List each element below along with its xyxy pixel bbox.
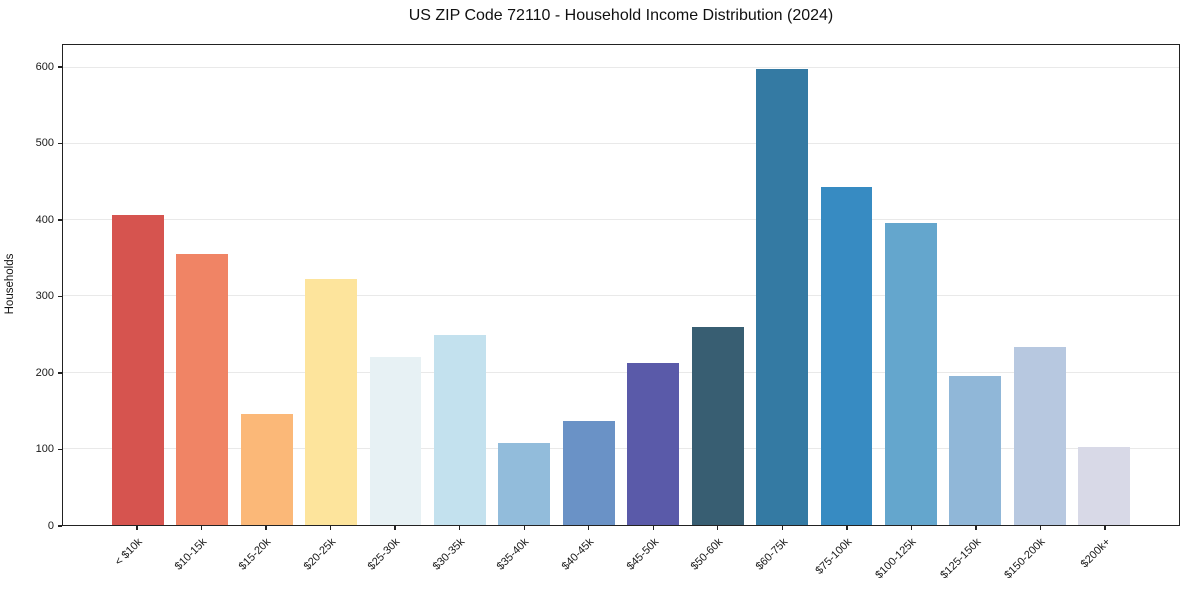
x-tick-label: $10-15k [172, 536, 210, 573]
x-tick-label: $75-100k [813, 536, 855, 577]
x-tick-mark [394, 526, 396, 530]
x-tick-mark [200, 526, 203, 530]
y-tick-label: 600 [35, 60, 54, 73]
x-tick-label: $125-150k [938, 536, 984, 582]
y-tick-mark [58, 525, 62, 527]
bar [1013, 346, 1066, 525]
x-tick-label: < $10k [112, 536, 145, 569]
x-tick-label: $30-35k [430, 536, 468, 573]
bar [820, 187, 873, 525]
bar [240, 413, 293, 525]
x-tick-label: $50-60k [688, 536, 726, 573]
x-tick-label: $25-30k [366, 536, 403, 573]
x-tick-mark [1104, 526, 1106, 530]
y-tick-mark [58, 295, 62, 298]
x-tick-mark [652, 526, 654, 530]
x-tick-mark [717, 526, 719, 530]
y-tick-label: 200 [35, 366, 54, 379]
x-tick-mark [975, 526, 977, 530]
y-tick-mark [58, 219, 62, 221]
gridline-400 [63, 219, 1179, 221]
bar [562, 420, 615, 525]
y-tick-label: 500 [35, 137, 54, 150]
x-tick-mark [329, 526, 332, 530]
y-tick-label: 300 [35, 290, 54, 303]
bar [305, 278, 358, 525]
x-tick-mark [265, 526, 267, 530]
bar [1078, 447, 1131, 525]
y-tick-mark [58, 372, 62, 374]
x-tick-label: $60-75k [753, 536, 790, 573]
bar [369, 356, 422, 525]
x-tick-mark [910, 526, 913, 530]
y-axis-label: Households [4, 253, 16, 315]
bar [434, 334, 486, 525]
x-tick-mark [136, 526, 138, 530]
x-tick-mark [588, 526, 590, 530]
bar [691, 326, 744, 525]
x-tick-mark [846, 526, 848, 530]
y-tick-label: 100 [35, 443, 54, 456]
y-tick-label: 0 [47, 520, 54, 532]
y-tick-mark [58, 448, 62, 451]
x-tick-mark [1039, 526, 1042, 530]
x-tick-label: $35-40k [495, 536, 532, 573]
x-tick-label: $40-45k [559, 536, 597, 573]
x-tick-label: $45-50k [624, 536, 661, 573]
chart-title: US ZIP Code 72110 - Household Income Dis… [408, 7, 834, 24]
bar [111, 214, 164, 525]
plot-area [62, 44, 1180, 526]
bar [627, 363, 680, 525]
bar [949, 376, 1002, 525]
gridline-500 [63, 143, 1179, 145]
bar [498, 443, 551, 525]
gridline-200 [63, 371, 1179, 373]
x-tick-mark [523, 526, 525, 530]
x-tick-label: $150-200k [1002, 536, 1048, 582]
gridline-100 [63, 447, 1179, 449]
y-tick-label: 400 [35, 213, 54, 226]
x-tick-label: $15-20k [236, 536, 274, 573]
x-tick-mark [458, 526, 461, 530]
bar [756, 68, 808, 525]
y-tick-mark [58, 66, 62, 68]
x-tick-mark [781, 526, 784, 530]
x-tick-label: $100-125k [873, 536, 919, 582]
bar [176, 253, 229, 525]
gridline-600 [63, 66, 1179, 68]
gridline-300 [63, 295, 1179, 297]
bar [884, 223, 937, 525]
x-tick-label: $20-25k [301, 536, 339, 573]
x-tick-label: $200k+ [1078, 536, 1113, 571]
y-tick-mark [58, 142, 62, 145]
